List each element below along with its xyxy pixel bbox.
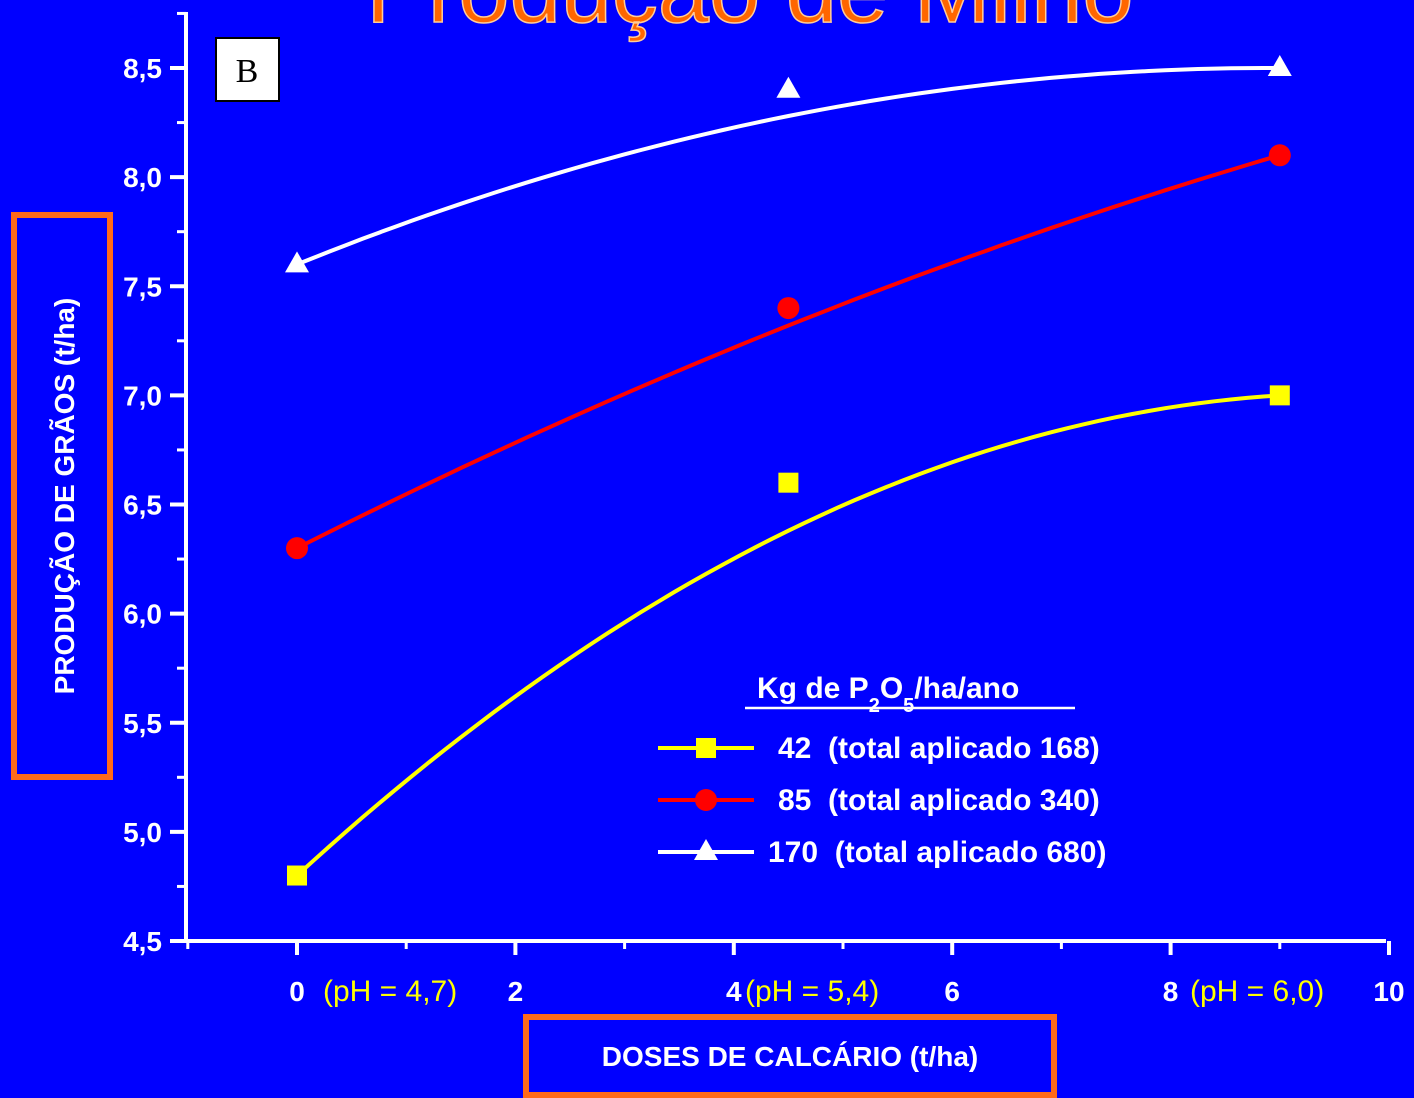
data-point-triangle — [776, 76, 801, 98]
x-axis-label-box: DOSES DE CALCÁRIO (t/ha) — [523, 1014, 1057, 1098]
x-axis-label: DOSES DE CALCÁRIO (t/ha) — [602, 1041, 978, 1072]
y-tick-label: 7,5 — [123, 271, 162, 302]
y-tick-label: 8,0 — [123, 162, 162, 193]
legend-entries: 42 (total aplicado 168) 85 (total aplicad… — [658, 732, 1106, 869]
data-point-square — [1269, 385, 1290, 406]
x-tick-label: 0 — [289, 976, 305, 1007]
ph-annotation-3: (pH = 6,0) — [1190, 975, 1324, 1008]
legend-marker-circle — [695, 789, 717, 811]
fit-curve-circle — [296, 153, 1281, 550]
y-tick-label: 5,0 — [123, 817, 162, 848]
x-tick-label: 8 — [1163, 976, 1179, 1007]
ph-annotation-2: (pH = 5,4) — [745, 975, 879, 1008]
y-tick-label: 4,5 — [123, 926, 162, 957]
legend-label: 85 (total aplicado 340) — [778, 784, 1100, 817]
x-tick-label: 2 — [508, 976, 524, 1007]
data-point-circle — [286, 537, 308, 560]
y-axis-label: PRODUÇÃO DE GRÃOS (t/ha) — [49, 298, 80, 695]
axes: 4,5 5,0 5,5 6,0 6,5 7,0 7,5 8,0 8,5 0 2 4 6 8 10 — [123, 11, 1405, 1007]
fit-curves — [295, 66, 1281, 877]
legend-marker-square — [696, 738, 716, 758]
data-point-square — [287, 865, 307, 886]
legend-label: 42 (total aplicado 168) — [778, 732, 1100, 765]
y-axis-label-box: PRODUÇÃO DE GRÃOS (t/ha) — [11, 212, 113, 780]
y-tick-label: 8,5 — [123, 53, 162, 84]
y-tick-label: 7,0 — [123, 380, 162, 411]
ph-annotation-1: (pH = 4,7) — [323, 975, 457, 1008]
data-point-triangle — [1267, 54, 1292, 76]
data-markers — [285, 54, 1292, 886]
legend-title: Kg de P2O5/ha/ano — [757, 672, 1019, 717]
fit-curve-square — [295, 393, 1280, 877]
fit-curve-triangle — [296, 66, 1280, 267]
y-tick-label: 5,5 — [123, 708, 162, 739]
x-tick-label: 6 — [944, 976, 960, 1007]
data-point-triangle — [285, 251, 309, 273]
data-point-circle — [1268, 144, 1291, 167]
x-tick-label: 4 — [726, 976, 742, 1007]
legend-label: 170 (total aplicado 680) — [768, 836, 1106, 869]
panel-label: B — [215, 37, 280, 102]
chart-title: Produção de Milho — [366, 0, 1133, 42]
data-point-circle — [777, 297, 800, 320]
data-point-square — [778, 472, 799, 493]
y-tick-label: 6,0 — [123, 599, 162, 630]
legend: Kg de P2O5/ha/ano 42 (total aplicado 168… — [658, 672, 1106, 869]
panel-label-text: B — [236, 53, 259, 90]
legend-marker-triangle — [694, 838, 718, 860]
y-tick-label: 6,5 — [123, 490, 162, 521]
x-tick-label: 10 — [1373, 976, 1404, 1007]
